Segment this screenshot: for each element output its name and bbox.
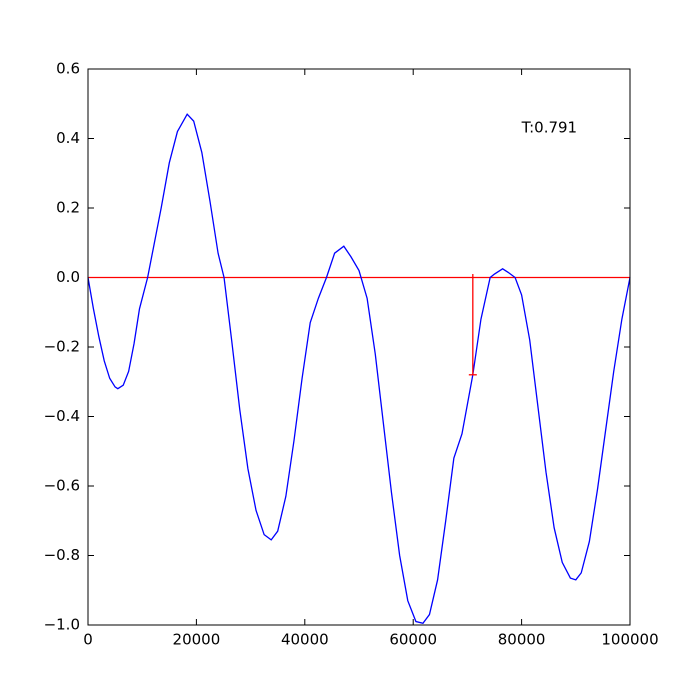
annotation: T:0.791	[521, 119, 578, 137]
y-tick-label: −0.4	[44, 407, 80, 425]
y-tick-label: 0.2	[56, 199, 80, 217]
x-tick-label: 0	[83, 631, 93, 649]
line-series	[87, 113, 631, 624]
y-tick-label: −0.6	[44, 477, 80, 495]
y-tick-label: 0.4	[56, 129, 80, 147]
x-tick-label: 40000	[281, 631, 329, 649]
y-tick-label: 0.0	[56, 268, 80, 286]
y-tick-label: −0.2	[44, 338, 80, 356]
x-tick-label: 100000	[601, 631, 658, 649]
y-tick-label: −1.0	[44, 616, 80, 634]
y-tick-label: −0.8	[44, 546, 80, 564]
plot-frame	[87, 68, 631, 626]
x-tick-label: 20000	[173, 631, 221, 649]
x-tick-label: 60000	[389, 631, 437, 649]
y-tick-label: 0.6	[56, 60, 80, 78]
x-tick-label: 80000	[498, 631, 546, 649]
